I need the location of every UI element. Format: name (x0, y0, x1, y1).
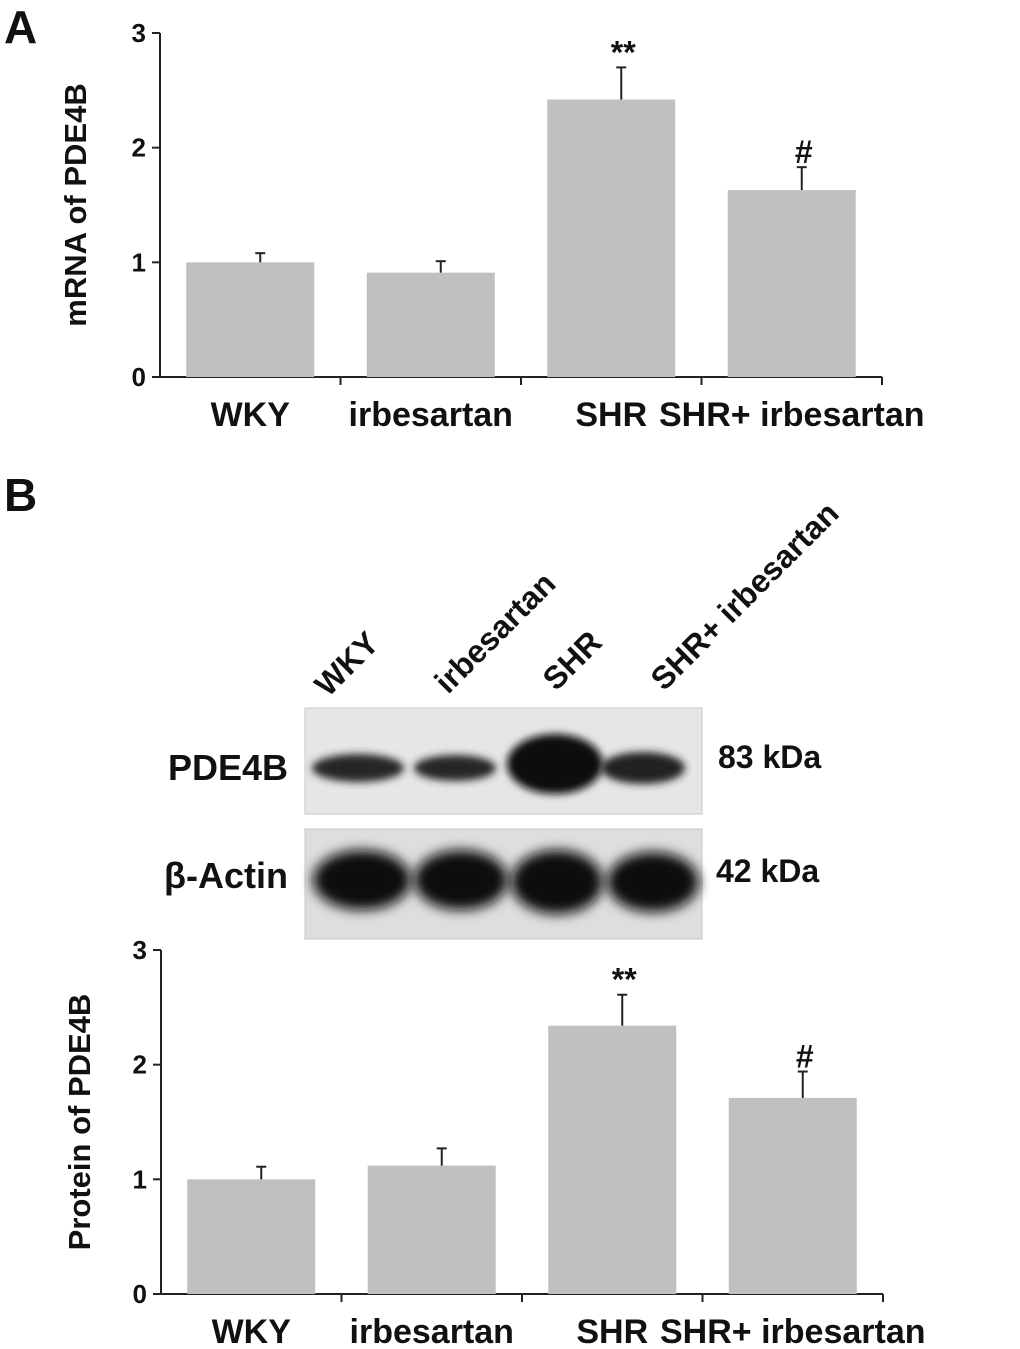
blot-row-label-pde4b: PDE4B (168, 747, 288, 788)
chart-a-significance-label: ** (611, 34, 636, 70)
panel-b-letter: B (4, 469, 38, 521)
chart-a-y-tick-label: 1 (132, 247, 146, 277)
blot-row-size-actin: 42 kDa (716, 853, 819, 889)
western-blot: WKY irbesartan SHR SHR+ irbesartan PDE4B… (164, 495, 846, 940)
band-actin-shr (511, 850, 603, 914)
chart-a: 0 1 2 3 mRNA of PDE4B WKY irbesartan ** SHR # SHR+… (58, 18, 925, 434)
band-pde4b-shr (507, 734, 603, 794)
chart-a-category-label: WKY (211, 396, 291, 434)
chart-a-category-label: SHR (575, 396, 647, 434)
chart-a-y-axis-label: mRNA of PDE4B (58, 83, 93, 326)
chart-b: 0 1 2 3 Protein of PDE4B WKY irbesartan ** SHR # S… (62, 935, 926, 1349)
lane-label-1: WKY (307, 625, 385, 703)
chart-b-bar (367, 1165, 496, 1294)
lane-label-2: irbesartan (427, 565, 562, 700)
chart-a-y-tick-label: 2 (132, 133, 146, 163)
panel-a-letter: A (4, 1, 38, 53)
band-actin-shr-irbesartan (607, 852, 699, 912)
chart-a-category-label: SHR+ irbesartan (659, 396, 925, 434)
chart-b-bar (548, 1025, 677, 1294)
chart-b-y-tick-label: 2 (133, 1050, 147, 1080)
chart-b-significance-label: ** (612, 962, 637, 998)
chart-a-y-tick-label: 3 (132, 18, 146, 48)
chart-a-bar (547, 99, 676, 378)
chart-b-bar (187, 1179, 316, 1294)
chart-a-significance-label: # (795, 134, 813, 170)
chart-a-bar (727, 190, 856, 377)
blot-strip-pde4b (304, 707, 703, 815)
lane-label-4: SHR+ irbesartan (643, 495, 845, 697)
band-actin-irbesartan (414, 850, 508, 910)
chart-b-category-label: SHR (576, 1313, 648, 1349)
chart-a-y-tick-label: 0 (132, 362, 146, 392)
band-pde4b-irbesartan (414, 755, 496, 781)
blot-strip-actin (304, 828, 703, 940)
chart-a-bar (186, 262, 315, 377)
chart-b-y-tick-label: 1 (133, 1164, 147, 1194)
band-actin-wky (313, 850, 411, 910)
lane-label-3: SHR (535, 624, 608, 697)
blot-row-size-pde4b: 83 kDa (718, 739, 821, 775)
chart-a-bar (366, 272, 495, 377)
chart-b-category-label: irbesartan (350, 1313, 514, 1349)
chart-b-y-tick-label: 3 (133, 935, 147, 965)
chart-b-category-label: WKY (212, 1313, 292, 1349)
chart-b-bar (728, 1097, 857, 1294)
blot-row-label-actin: β-Actin (164, 855, 288, 896)
chart-b-category-label: SHR+ irbesartan (660, 1313, 926, 1349)
chart-b-significance-label: # (796, 1039, 814, 1075)
band-pde4b-wky (312, 754, 404, 782)
chart-b-y-tick-label: 0 (133, 1279, 147, 1309)
chart-b-y-axis-label: Protein of PDE4B (62, 994, 97, 1251)
chart-a-category-label: irbesartan (349, 396, 513, 434)
band-pde4b-shr-irbesartan (601, 752, 685, 784)
